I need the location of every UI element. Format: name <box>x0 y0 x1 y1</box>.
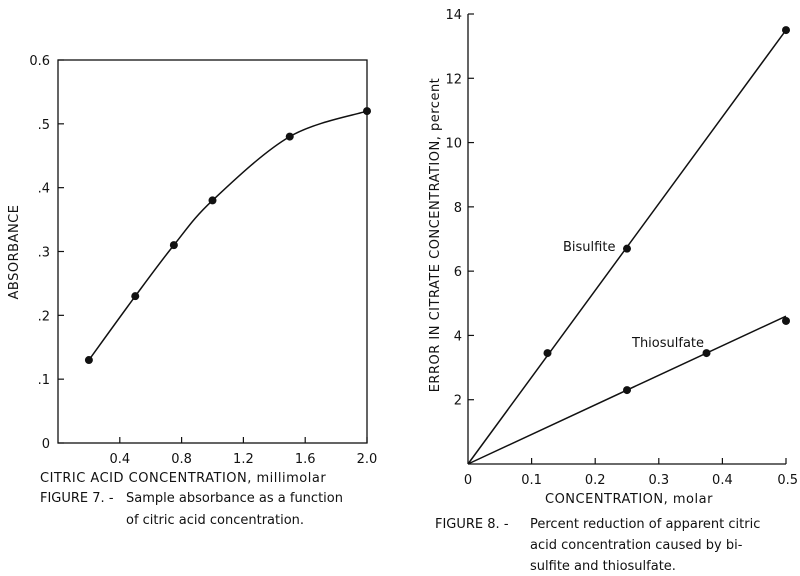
fig7-caption-line-2: of citric acid concentration. <box>126 513 304 528</box>
fig7-y-tick-label: .1 <box>38 373 50 388</box>
fig7-y-tick-label: .2 <box>38 309 50 324</box>
fig8-data-point <box>543 349 552 358</box>
fig8-data-point <box>782 26 790 35</box>
fig7-data-point <box>131 292 140 301</box>
fig8-y-tick-label: 8 <box>454 201 462 216</box>
fig8-x-tick-label: 0.2 <box>585 473 606 488</box>
fig8-data-point <box>623 244 631 253</box>
figure-8-chart: 2 4 6 8 10 12 14 0 0.1 0.2 0.3 0.4 0.5 Bisulfite Th… <box>428 8 798 574</box>
fig8-y-tick-label: 14 <box>445 8 462 23</box>
fig7-y-tick-label: .4 <box>38 182 50 197</box>
fig8-thiosulfate-label: Thiosulfate <box>631 336 704 351</box>
fig8-y-tick-label: 4 <box>454 329 462 344</box>
fig7-caption-label: FIGURE 7. - <box>40 491 114 506</box>
fig7-data-point <box>285 132 294 141</box>
fig8-caption-line-1: Percent reduction of apparent citric <box>530 517 760 532</box>
fig7-data-points <box>84 107 371 365</box>
fig8-y-tick-label: 10 <box>445 137 462 152</box>
fig8-x-axis: 0 0.1 0.2 0.3 0.4 0.5 <box>464 458 798 488</box>
fig7-x-tick-label: 1.6 <box>295 452 316 467</box>
fig8-x-tick-label: 0.4 <box>712 473 733 488</box>
fig7-data-point <box>208 196 217 205</box>
fig7-x-axis-label: CITRIC ACID CONCENTRATION, millimolar <box>40 471 326 486</box>
fig8-x-tick-label: 0 <box>464 473 472 488</box>
fig8-y-tick-label: 6 <box>454 265 462 280</box>
fig8-data-points <box>543 26 790 395</box>
fig7-x-tick-label: 1.2 <box>233 452 254 467</box>
fig8-y-tick-label: 2 <box>454 394 462 409</box>
fig8-x-tick-label: 0.5 <box>777 473 798 488</box>
fig7-data-point <box>169 241 178 250</box>
fig8-y-axis: 2 4 6 8 10 12 14 <box>445 8 474 409</box>
fig8-data-point <box>702 349 711 358</box>
fig7-caption-line-1: Sample absorbance as a function <box>126 491 343 506</box>
fig7-y-tick-label: 0 <box>42 437 50 452</box>
fig8-x-tick-label: 0.1 <box>521 473 542 488</box>
fig8-data-point <box>623 386 631 395</box>
fig7-y-axis: 0 .1 .2 .3 .4 .5 0.6 <box>29 54 64 452</box>
fig7-x-axis: 0.4 0.8 1.2 1.6 2.0 <box>109 437 377 467</box>
fig7-x-tick-label: 2.0 <box>357 452 378 467</box>
fig8-caption-label: FIGURE 8. - <box>435 517 509 532</box>
fig7-x-tick-label: 0.4 <box>109 452 130 467</box>
fig7-y-tick-label: .3 <box>38 246 50 261</box>
fig7-x-tick-label: 0.8 <box>171 452 192 467</box>
fig7-y-tick-label: 0.6 <box>29 54 50 69</box>
fig8-x-axis-label: CONCENTRATION, molar <box>545 492 713 507</box>
fig8-data-point <box>782 316 790 325</box>
fig7-series-line <box>88 110 368 361</box>
fig7-plot-frame <box>57 59 368 444</box>
fig7-data-point <box>363 107 371 116</box>
fig8-y-axis-label: ERROR IN CITRATE CONCENTRATION, percent <box>428 78 443 393</box>
fig7-y-tick-label: .5 <box>38 118 50 133</box>
fig7-data-point <box>84 356 93 365</box>
fig7-y-axis-label: ABSORBANCE <box>7 205 22 300</box>
fig8-caption-line-3: sulfite and thiosulfate. <box>530 559 676 574</box>
fig8-x-tick-label: 0.3 <box>648 473 669 488</box>
fig8-caption-line-2: acid concentration caused by bi- <box>530 538 743 553</box>
figure-7-chart: 0 .1 .2 .3 .4 .5 0.6 0.4 0.8 1.2 1.6 2.0 ABSORBANC… <box>7 54 377 528</box>
fig8-y-tick-label: 12 <box>445 72 462 87</box>
fig8-bisulfite-label: Bisulfite <box>563 240 615 255</box>
